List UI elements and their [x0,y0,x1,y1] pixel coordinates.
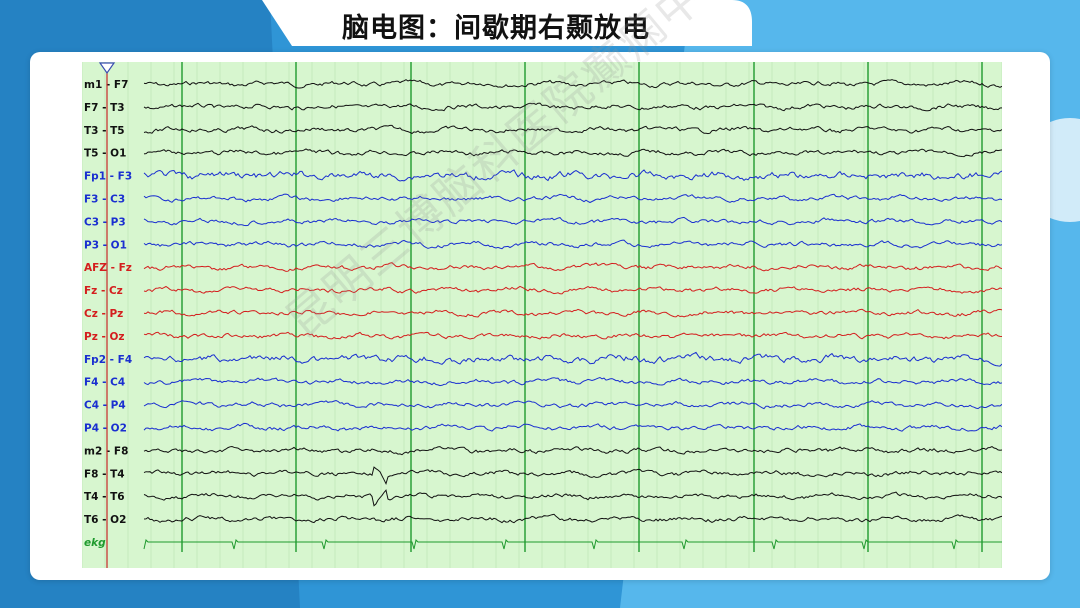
eeg-recording: m1 - F7 F7 - T3 T3 - T5 T5 - O1 Fp1 - F3 F3 -… [82,62,1002,568]
eeg-trace [143,308,1002,318]
eeg-trace [143,169,1002,182]
eeg-trace [143,262,1002,272]
channel-label: m2 - F8 [84,445,128,457]
eeg-trace [143,124,1002,135]
channel-label: P3 - O1 [84,239,127,251]
channel-label: P4 - O2 [84,423,127,435]
channel-label: F4 - C4 [84,377,125,389]
eeg-trace [143,102,1002,112]
channel-label: F7 - T3 [84,102,125,114]
channel-label: T4 - T6 [84,491,125,503]
eeg-trace [143,331,1002,340]
channel-label: C3 - P3 [84,216,126,228]
channel-label: T5 - O1 [84,148,126,160]
eeg-trace [143,148,1002,158]
eeg-trace [143,79,1002,89]
eeg-trace [143,216,1002,227]
eeg-trace [143,489,1002,507]
channel-label: Pz - Oz [84,331,125,343]
channel-label: Fp1 - F3 [84,171,132,183]
eeg-trace [143,466,1002,486]
slide-title: 脑电图：间歇期右颞放电 [342,12,650,44]
eeg-trace [143,445,1002,456]
channel-label: Fp2 - F4 [84,354,132,366]
channel-label: Cz - Pz [84,308,123,320]
channel-label: m1 - F7 [84,79,128,91]
eeg-trace [143,399,1002,410]
channel-label: ekg [84,537,106,549]
eeg-trace [143,193,1002,204]
eeg-trace [143,422,1002,432]
channel-label: Fz - Cz [84,285,123,297]
channel-label: T6 - O2 [84,514,126,526]
eeg-trace-panel: m1 - F7 F7 - T3 T3 - T5 T5 - O1 Fp1 - F3 F3 -… [82,62,1002,568]
channel-label: C4 - P4 [84,400,126,412]
eeg-trace [143,376,1002,387]
channel-label: F8 - T4 [84,468,125,480]
eeg-trace [143,285,1002,295]
channel-label: F3 - C3 [84,194,125,206]
channel-label: AFZ - Fz [84,262,132,274]
eeg-trace [143,513,1002,524]
eeg-trace [143,351,1002,367]
channel-label: T3 - T5 [84,125,125,137]
eeg-trace [143,239,1002,250]
eeg-trace [143,539,1002,550]
time-cursor-handle-icon[interactable] [98,62,116,75]
